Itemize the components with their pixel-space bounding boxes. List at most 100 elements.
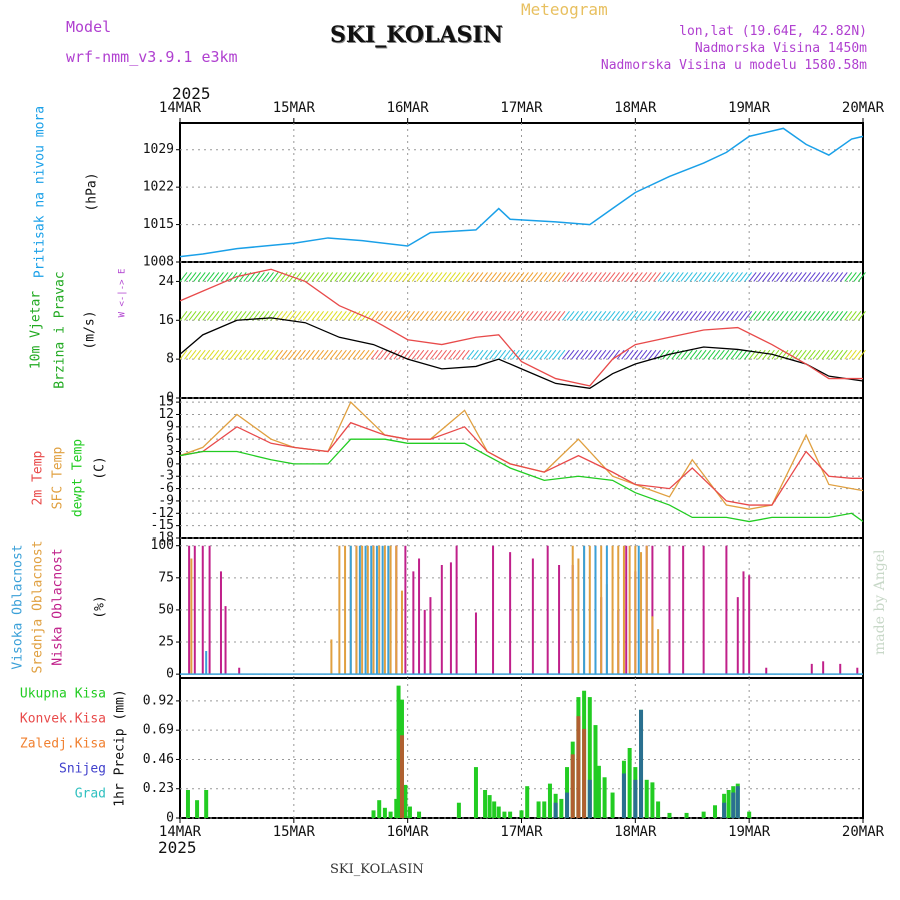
wind-barb [644, 310, 652, 321]
wind-barb [525, 272, 534, 282]
wind-barb [489, 272, 498, 282]
wind-barb [580, 272, 589, 282]
wind-barb [671, 349, 680, 360]
wind-barb [434, 349, 443, 360]
wind-barb [730, 349, 739, 360]
wind-barb [593, 349, 602, 360]
wind-barb [525, 310, 534, 321]
wind-barb [803, 310, 812, 321]
precip-bar [473, 767, 478, 818]
meteogram-subtitle: Meteogram [521, 0, 608, 19]
x-tick-top: 15MAR [273, 100, 316, 116]
precip-unit: 1hr Precip (mm) [113, 689, 128, 806]
wind-barb [352, 272, 361, 282]
wind-barb [402, 272, 411, 282]
precip-bar [204, 790, 209, 818]
wind-barb [598, 310, 607, 321]
wind-barb [552, 272, 561, 282]
wind-barb [680, 272, 689, 282]
temp-unit: (C) [93, 456, 108, 479]
wind-barb [302, 310, 311, 321]
wind-barb [379, 310, 388, 321]
precip-bar [195, 800, 200, 818]
wind-barb [817, 349, 825, 360]
wind-barb [389, 310, 397, 321]
wind-barb [835, 272, 844, 282]
wind-barb [188, 349, 197, 360]
wind-barb [657, 272, 666, 282]
pressure-axis-title: Pritisak na nivou mora [33, 106, 48, 278]
y-tick-label: 9 [166, 419, 174, 434]
wind-barb [771, 310, 780, 321]
wind-barb [543, 349, 552, 360]
wind-barb [348, 349, 356, 360]
wind-barb [329, 310, 338, 321]
wind-barb [858, 349, 866, 360]
wind-barb [589, 349, 598, 360]
wind-barb [566, 272, 575, 282]
wind-barb [530, 349, 539, 360]
wind-barb [584, 272, 593, 282]
wind-barb [430, 349, 438, 360]
wind-barb [384, 272, 393, 282]
wind-barb [739, 310, 748, 321]
precip-bar [502, 811, 507, 818]
wind-barb [821, 349, 830, 360]
panel-frame-2 [179, 397, 864, 539]
wind-barb [297, 310, 306, 321]
wind-barb [484, 349, 493, 360]
wind-barb [270, 349, 279, 360]
temp-legend-2m: 2m Temp [31, 450, 46, 505]
wind-barb [361, 310, 370, 321]
wind-barb [675, 310, 684, 321]
precip-bar [713, 805, 718, 818]
precip-bar [587, 779, 592, 818]
wind-barb [197, 310, 206, 321]
wind-barb [575, 272, 584, 282]
wind-barb [370, 310, 379, 321]
wind-barb [807, 349, 816, 360]
wind-barb [685, 349, 693, 360]
wind-barb [398, 349, 406, 360]
wind-barb [411, 349, 420, 360]
precip-bar [525, 786, 530, 818]
wind-barb [416, 272, 425, 282]
wind-barb [407, 349, 416, 360]
wind-barb [703, 349, 712, 360]
wind-barb [726, 310, 734, 321]
wind-barb [493, 349, 502, 360]
wind-barb [593, 272, 602, 282]
y-tick-label: 1015 [143, 217, 174, 232]
wind-barb [247, 272, 256, 282]
precip-bar [587, 697, 592, 818]
wind-barb [798, 272, 807, 282]
wind-barb [448, 349, 457, 360]
wind-barb [316, 349, 324, 360]
pressure-unit: (hPa) [85, 172, 100, 211]
wind-barb [521, 310, 529, 321]
x-tick-top: 20MAR [842, 100, 885, 116]
wind-barb [302, 349, 311, 360]
wind-barb [621, 272, 630, 282]
precip-bar [596, 765, 601, 818]
wind-barb [657, 310, 666, 321]
wind-barb [361, 349, 370, 360]
wind-barb [480, 272, 488, 282]
precip-bar [407, 806, 412, 818]
y-tick-label: 3 [166, 444, 174, 459]
wind-barb [461, 310, 470, 321]
wind-barb [685, 272, 693, 282]
wind-barb [803, 272, 812, 282]
wind-barb [766, 272, 775, 282]
wind-barb [461, 272, 470, 282]
wind-barb [780, 272, 789, 282]
precip-bar [547, 783, 552, 818]
wind-barb [489, 349, 498, 360]
wind-barb [243, 310, 252, 321]
wind-barb [261, 349, 270, 360]
precip-bar [593, 725, 598, 818]
wind-barb [548, 272, 557, 282]
precip-bar [417, 811, 422, 818]
wind-barb [707, 272, 716, 282]
